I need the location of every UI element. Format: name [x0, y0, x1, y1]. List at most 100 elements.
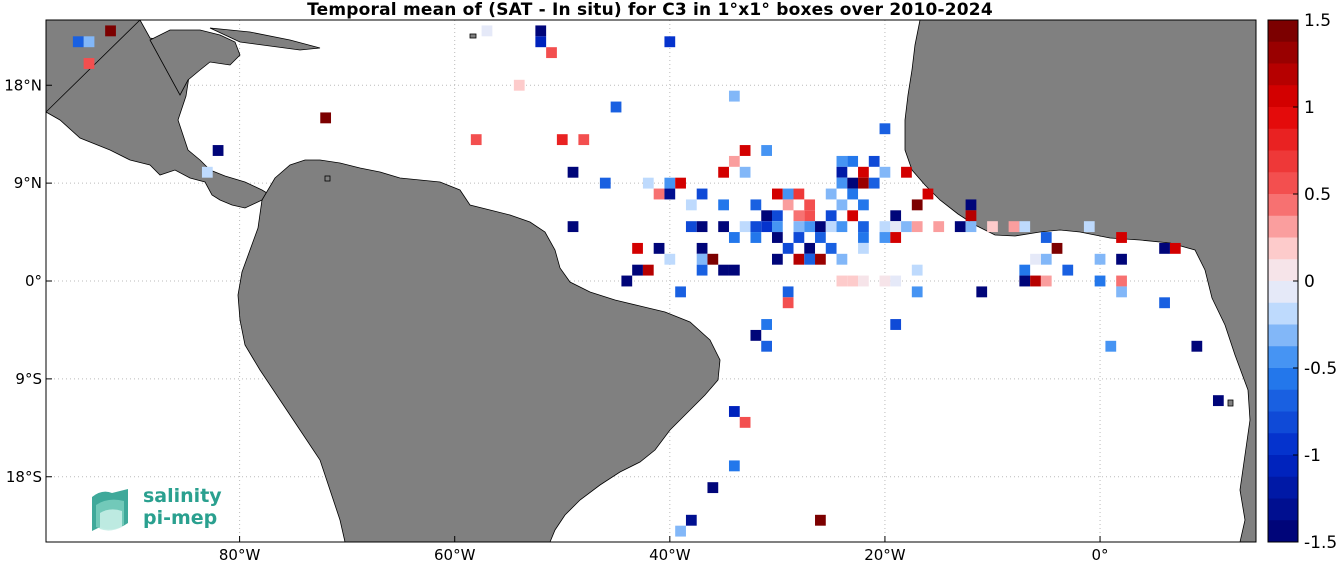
data-cell — [987, 221, 998, 233]
data-cell — [750, 329, 762, 341]
colorbar-bin — [1268, 411, 1298, 434]
data-cell — [911, 264, 923, 276]
data-cell — [1169, 242, 1181, 254]
data-cell — [1212, 395, 1224, 407]
data-cell — [664, 188, 676, 200]
data-cell — [815, 253, 826, 265]
data-cell — [535, 36, 547, 48]
land-yucatan-peninsula — [149, 29, 241, 96]
data-cell — [675, 177, 686, 189]
data-cell — [1040, 253, 1052, 265]
salinity-pi-mep-logo — [92, 489, 128, 531]
colorbar-tick-label: 0 — [1304, 272, 1315, 292]
data-cell — [804, 199, 816, 211]
data-cell — [901, 166, 912, 178]
data-cell — [664, 177, 676, 189]
data-cell — [642, 264, 654, 276]
data-cell — [750, 232, 762, 243]
data-cell — [890, 319, 902, 330]
data-cell — [750, 221, 762, 233]
data-cell — [890, 232, 902, 243]
data-cell — [879, 166, 891, 178]
map-title: Temporal mean of (SAT - In situ) for C3 … — [307, 0, 993, 20]
data-cell — [879, 232, 891, 243]
data-cell — [1083, 221, 1095, 233]
data-cell — [728, 90, 740, 102]
data-cell — [696, 242, 708, 254]
land-island-1 — [324, 175, 331, 182]
colorbar-bin — [1268, 455, 1298, 478]
data-cell — [685, 221, 697, 233]
data-cell — [83, 36, 95, 48]
data-cell — [933, 221, 945, 233]
colorbar-tick-label: -1.5 — [1304, 533, 1337, 553]
data-cell — [847, 177, 859, 189]
colorbar — [1268, 20, 1298, 543]
x-tick-label: 20°W — [864, 546, 906, 564]
data-cell — [804, 210, 816, 222]
data-cell — [825, 210, 837, 222]
land-island-3 — [1227, 399, 1234, 407]
colorbar-bin — [1268, 346, 1298, 369]
data-cell — [836, 166, 848, 178]
data-cell — [836, 199, 848, 211]
data-cell — [696, 253, 708, 265]
data-cell — [954, 221, 966, 233]
data-cell — [567, 221, 579, 233]
y-tick-label: 18°S — [6, 468, 42, 486]
data-cell — [782, 188, 794, 200]
logo-text-pi-mep: pi-mep — [143, 507, 218, 529]
data-cell — [1051, 242, 1063, 254]
data-cell — [546, 47, 557, 59]
colorbar-bin — [1268, 107, 1298, 130]
data-cell — [696, 188, 708, 200]
data-cell — [804, 242, 816, 254]
data-cell — [761, 145, 772, 156]
colorbar-bin — [1268, 324, 1298, 347]
data-cell — [621, 275, 633, 287]
data-cell — [664, 36, 676, 48]
data-cell — [890, 210, 902, 222]
data-cell — [847, 188, 859, 200]
data-cell — [836, 221, 848, 233]
land-cuba — [209, 27, 321, 51]
colorbar-bin — [1268, 433, 1298, 456]
data-cell — [825, 221, 837, 233]
data-cell — [879, 221, 891, 233]
data-cell — [858, 232, 869, 243]
data-cell — [739, 166, 751, 178]
data-cell — [105, 25, 116, 37]
data-cell — [804, 253, 816, 265]
data-cell — [858, 242, 869, 254]
data-cell — [653, 188, 665, 200]
data-cell — [761, 210, 772, 222]
data-cell — [1105, 340, 1117, 352]
data-cell — [718, 199, 729, 211]
data-cell — [847, 155, 859, 167]
data-cell — [1094, 253, 1106, 265]
colorbar-bin — [1268, 237, 1298, 260]
x-tick-label: 0° — [1092, 546, 1109, 564]
data-cell — [513, 79, 525, 91]
data-cell — [642, 177, 654, 189]
data-cell — [1040, 232, 1052, 243]
data-cell — [1094, 275, 1106, 287]
data-cell — [481, 25, 493, 37]
data-cell — [1116, 253, 1127, 265]
data-cell — [718, 221, 729, 233]
data-cell — [750, 199, 762, 211]
data-cell — [567, 166, 579, 178]
data-cells — [72, 25, 1224, 537]
data-cell — [675, 286, 686, 298]
data-cell — [879, 275, 891, 287]
data-cell — [761, 340, 772, 352]
data-cell — [320, 112, 332, 124]
colorbar-bin — [1268, 520, 1298, 543]
data-cell — [718, 264, 729, 276]
data-cell — [685, 514, 697, 526]
colorbar-bin — [1268, 281, 1298, 304]
data-cell — [1159, 242, 1170, 254]
data-cell — [1116, 232, 1127, 243]
data-cell — [696, 264, 708, 276]
data-cell — [470, 134, 482, 146]
